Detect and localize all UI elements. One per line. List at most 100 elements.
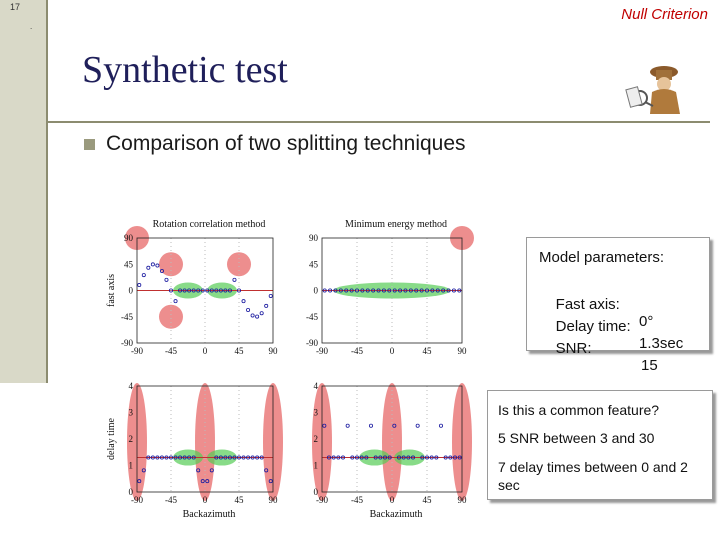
data-marker — [457, 455, 462, 460]
stable-region-mark — [173, 449, 203, 466]
y-tick-label: 3 — [314, 408, 319, 418]
data-marker — [368, 423, 373, 428]
data-marker — [430, 288, 435, 293]
data-marker — [250, 455, 255, 460]
null-region-mark — [382, 383, 402, 501]
data-marker — [241, 455, 246, 460]
x-tick-label: -45 — [165, 495, 177, 505]
x-tick-label: -45 — [351, 346, 363, 356]
data-marker — [218, 455, 223, 460]
data-marker — [196, 468, 201, 473]
data-marker — [159, 455, 164, 460]
data-marker — [191, 455, 196, 460]
data-marker — [360, 288, 365, 293]
data-marker — [218, 288, 223, 293]
data-marker — [182, 455, 187, 460]
data-marker — [373, 455, 378, 460]
x-tick-label: 0 — [390, 495, 395, 505]
notes-line-delay: 7 delay times between 0 and 2 sec — [498, 459, 688, 493]
data-marker — [164, 455, 169, 460]
data-marker — [268, 479, 273, 484]
data-marker — [401, 455, 406, 460]
x-tick-label: 90 — [458, 495, 468, 505]
param-row: Fast axis: 0° — [539, 279, 654, 347]
y-tick-label: 45 — [309, 259, 319, 269]
data-marker — [268, 293, 273, 298]
data-marker — [387, 455, 392, 460]
notes-question: Is this a common feature? — [498, 402, 660, 418]
data-marker — [164, 277, 169, 282]
slide-title: Synthetic test — [82, 49, 288, 91]
data-marker — [168, 288, 173, 293]
model-parameters-title: Model parameters: — [539, 249, 665, 266]
null-region-mark — [159, 252, 183, 277]
data-marker — [429, 455, 434, 460]
x-tick-label: -90 — [131, 495, 143, 505]
slide-sidebar — [0, 0, 48, 383]
null-region-mark — [263, 383, 283, 501]
data-marker — [446, 288, 451, 293]
data-marker — [419, 288, 424, 293]
data-marker — [236, 288, 241, 293]
data-marker — [173, 299, 178, 304]
data-marker — [403, 288, 408, 293]
data-marker — [326, 455, 331, 460]
param-label: SNR: — [555, 340, 592, 357]
data-marker — [209, 288, 214, 293]
data-marker — [259, 311, 264, 316]
x-tick-label: -45 — [351, 495, 363, 505]
x-tick-label: 0 — [390, 346, 395, 356]
data-marker — [338, 288, 343, 293]
data-marker — [349, 288, 354, 293]
data-marker — [200, 479, 205, 484]
data-marker — [387, 288, 392, 293]
data-marker — [378, 455, 383, 460]
axes-frame — [136, 237, 274, 344]
data-marker — [398, 288, 403, 293]
data-marker — [441, 288, 446, 293]
data-marker — [178, 288, 183, 293]
stable-region-mark — [359, 449, 390, 466]
y-tick-label: 4 — [314, 381, 319, 391]
data-marker — [434, 455, 439, 460]
data-marker — [344, 288, 349, 293]
model-parameters-box: Model parameters: Fast axis: 0° Delay ti… — [526, 237, 710, 374]
data-marker — [345, 423, 350, 428]
data-marker — [223, 455, 228, 460]
data-marker — [146, 455, 151, 460]
param-row: SNR: 15 — [539, 323, 658, 391]
data-marker — [232, 277, 237, 282]
x-tick-label: 45 — [423, 495, 433, 505]
data-marker — [452, 455, 457, 460]
null-region-mark — [450, 226, 474, 250]
y-axis-label: delay time — [106, 417, 117, 459]
y-tick-label: 45 — [124, 259, 134, 269]
data-marker — [205, 288, 210, 293]
notes-box: Is this a common feature? 5 SNR between … — [487, 390, 713, 500]
data-marker — [137, 283, 142, 288]
x-tick-label: -90 — [131, 346, 143, 356]
data-marker — [396, 455, 401, 460]
null-region-mark — [312, 383, 332, 501]
param-value: 0° — [639, 313, 654, 330]
chart-title: Rotation correlation method — [153, 219, 266, 230]
data-marker — [264, 303, 269, 308]
axes-frame — [136, 385, 274, 493]
slide-dot: . — [30, 22, 33, 31]
null-region-mark — [159, 304, 183, 329]
data-marker — [246, 308, 251, 313]
data-marker — [255, 455, 260, 460]
axes-frame — [321, 385, 463, 493]
null-region-mark — [452, 383, 472, 501]
x-tick-label: -45 — [165, 346, 177, 356]
y-tick-label: 0 — [129, 286, 134, 296]
y-tick-label: 90 — [124, 233, 134, 243]
null-region-mark — [125, 226, 149, 250]
data-marker — [392, 288, 397, 293]
x-axis-label: Backazimuth — [370, 509, 423, 520]
data-marker — [371, 288, 376, 293]
y-tick-label: 1 — [314, 461, 319, 471]
data-marker — [259, 455, 264, 460]
y-tick-label: 2 — [129, 434, 134, 444]
data-marker — [322, 288, 327, 293]
